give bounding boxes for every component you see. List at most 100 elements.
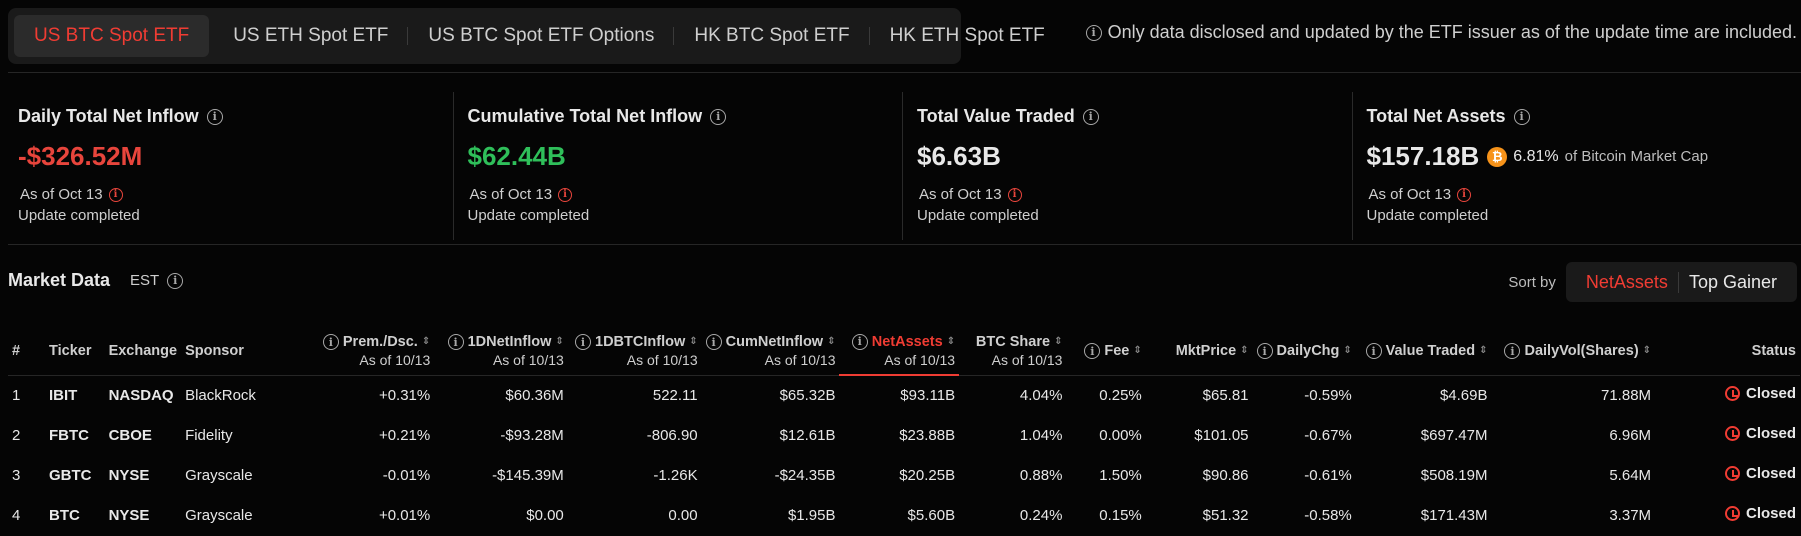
info-icon[interactable]: i xyxy=(322,334,339,350)
cell-btc-share: 0.24% xyxy=(1019,506,1063,524)
col-as-of: As of 10/13 xyxy=(359,352,431,368)
cell-exchange: CBOE xyxy=(108,426,152,444)
info-icon[interactable]: i xyxy=(1504,343,1521,359)
col-header-daily-chg[interactable]: i DailyChg ⇕ xyxy=(1252,327,1356,376)
info-icon[interactable]: i xyxy=(558,187,573,202)
col-as-of: As of 10/13 xyxy=(764,352,836,368)
update-status: Update completed xyxy=(1366,207,1489,224)
card-value: $6.63B xyxy=(917,141,1001,171)
cell-daily-vol: 71.88M xyxy=(1601,386,1652,404)
cell-premium-discount: +0.21% xyxy=(378,426,431,444)
sort-option-top-gainer[interactable]: Top Gainer xyxy=(1688,271,1777,292)
sort-arrows-icon[interactable]: ⇕ xyxy=(946,335,956,347)
col-title: MktPrice xyxy=(1175,342,1237,359)
table-row[interactable]: 4 BTC NYSE Grayscale +0.01% $0.00 0.00 $… xyxy=(8,495,1800,535)
cell-1d-btc-inflow: -806.90 xyxy=(646,426,698,444)
tab-us-btc-spot-etf[interactable]: US BTC Spot ETF xyxy=(14,15,210,57)
update-status: Update completed xyxy=(467,207,590,224)
sort-arrows-icon[interactable]: ⇕ xyxy=(1479,345,1488,356)
status-label: Closed xyxy=(1745,385,1796,403)
sort-arrows-icon[interactable]: ⇕ xyxy=(1240,344,1249,356)
info-icon[interactable]: i xyxy=(1256,343,1273,359)
info-icon[interactable]: i xyxy=(705,334,722,350)
tab-us-btc-spot-etf-options[interactable]: US BTC Spot ETF Options xyxy=(408,15,675,57)
cell-cum-net-inflow: $12.61B xyxy=(779,426,836,444)
cell-ticker[interactable]: IBIT xyxy=(49,386,78,404)
tab-us-eth-spot-etf[interactable]: US ETH Spot ETF xyxy=(213,15,409,57)
col-header-daily-vol[interactable]: i DailyVol(Shares) ⇕ xyxy=(1491,327,1656,376)
info-icon[interactable]: i xyxy=(167,272,184,289)
sort-arrows-icon[interactable]: ⇕ xyxy=(421,336,431,347)
info-icon[interactable]: i xyxy=(1084,343,1101,359)
table-row[interactable]: 3 GBTC NYSE Grayscale -0.01% -$145.39M -… xyxy=(8,455,1800,495)
col-header-fee[interactable]: i Fee ⇕ xyxy=(1066,327,1146,376)
cell-premium-discount: -0.01% xyxy=(382,466,431,484)
card-value: $157.18B xyxy=(1366,141,1480,171)
sort-arrows-icon[interactable]: ⇕ xyxy=(555,336,564,347)
cell-cum-net-inflow: $1.95B xyxy=(787,506,836,524)
info-icon[interactable]: i xyxy=(710,108,727,125)
cell-btc-share: 1.04% xyxy=(1019,426,1063,444)
market-cap-label: of Bitcoin Market Cap xyxy=(1564,148,1709,165)
cell-value-traded: $171.43M xyxy=(1420,506,1488,524)
info-icon[interactable]: i xyxy=(1007,187,1022,202)
tab-hk-btc-spot-etf[interactable]: HK BTC Spot ETF xyxy=(674,15,870,57)
table-row[interactable]: 2 FBTC CBOE Fidelity +0.21% -$93.28M -80… xyxy=(8,415,1800,455)
col-header-value-traded[interactable]: i Value Traded ⇕ xyxy=(1355,327,1492,376)
col-title: Prem./Dsc. xyxy=(342,334,418,350)
col-as-of: As of 10/13 xyxy=(884,351,956,368)
info-icon[interactable]: i xyxy=(206,108,223,125)
sort-arrows-icon[interactable]: ⇕ xyxy=(1642,345,1652,356)
cell-ticker[interactable]: FBTC xyxy=(49,426,89,444)
cell-premium-discount: +0.01% xyxy=(378,506,431,524)
col-title: Fee xyxy=(1104,343,1130,359)
cell-ticker[interactable]: GBTC xyxy=(49,466,92,484)
sort-option-netassets[interactable]: NetAssets xyxy=(1576,271,1679,293)
sort-arrows-icon[interactable]: ⇕ xyxy=(1054,335,1063,347)
cell-mkt-price: $51.32 xyxy=(1202,506,1249,524)
sort-arrows-icon[interactable]: ⇕ xyxy=(1343,345,1352,356)
info-icon[interactable]: i xyxy=(1082,108,1099,125)
info-icon[interactable]: i xyxy=(1457,187,1472,202)
col-header-premium-discount[interactable]: i Prem./Dsc. ⇕ As of 10/13 xyxy=(283,327,435,376)
col-header-mkt-price[interactable]: MktPrice ⇕ xyxy=(1145,327,1253,376)
cell-daily-vol: 3.37M xyxy=(1609,506,1652,524)
timezone-selector[interactable]: EST i xyxy=(130,272,184,289)
info-icon[interactable]: i xyxy=(1365,343,1382,359)
col-as-of: As of 10/13 xyxy=(626,352,698,368)
cell-ticker[interactable]: BTC xyxy=(49,506,80,524)
col-header-exchange: Exchange xyxy=(104,327,182,376)
sort-arrows-icon[interactable]: ⇕ xyxy=(1133,345,1142,356)
table-row[interactable]: 1 IBIT NASDAQ BlackRock +0.31% $60.36M 5… xyxy=(8,375,1800,415)
cell-number: 4 xyxy=(12,506,21,524)
sort-arrows-icon[interactable]: ⇕ xyxy=(827,336,836,347)
sort-options: NetAssets Top Gainer xyxy=(1565,262,1797,302)
info-icon[interactable]: i xyxy=(851,333,868,350)
cell-status: Closed xyxy=(1655,375,1800,415)
cell-value-traded: $4.69B xyxy=(1439,386,1488,404)
as-of-date: As of Oct 13 xyxy=(1368,186,1452,203)
col-title: NetAssets xyxy=(871,333,943,350)
info-icon[interactable]: i xyxy=(575,334,592,350)
info-icon[interactable]: i xyxy=(447,334,464,350)
col-header-1d-net-inflow[interactable]: i 1DNetInflow ⇕ As of 10/13 xyxy=(434,327,568,376)
cell-sponsor: Fidelity xyxy=(185,426,233,444)
col-title: 1DBTCInflow xyxy=(595,334,686,350)
col-header-cum-net-inflow[interactable]: i CumNetInflow ⇕ As of 10/13 xyxy=(701,327,840,376)
col-title: DailyVol(Shares) xyxy=(1524,343,1639,359)
as-of-date: As of Oct 13 xyxy=(20,186,103,203)
clock-icon xyxy=(1724,506,1740,521)
col-header-1d-btc-inflow[interactable]: i 1DBTCInflow ⇕ As of 10/13 xyxy=(567,327,702,376)
info-icon[interactable]: i xyxy=(1513,108,1530,125)
card-title: Daily Total Net Inflow xyxy=(18,106,199,126)
cell-fee: 0.00% xyxy=(1099,426,1142,444)
sort-arrows-icon[interactable]: ⇕ xyxy=(689,336,698,347)
cell-status: Closed xyxy=(1655,415,1800,455)
tab-hk-eth-spot-etf[interactable]: HK ETH Spot ETF xyxy=(889,25,1045,46)
info-icon[interactable]: i xyxy=(108,187,123,202)
col-header-btc-share[interactable]: BTC Share ⇕ As of 10/13 xyxy=(959,327,1067,376)
col-header-net-assets[interactable]: i NetAssets ⇕ As of 10/13 xyxy=(839,327,960,376)
cell-1d-btc-inflow: -1.26K xyxy=(653,466,698,484)
cell-net-assets: $20.25B xyxy=(899,466,956,484)
card-total-net-assets: Total Net Assets i $157.18B ₿ 6.81% of Bi… xyxy=(1351,92,1801,240)
